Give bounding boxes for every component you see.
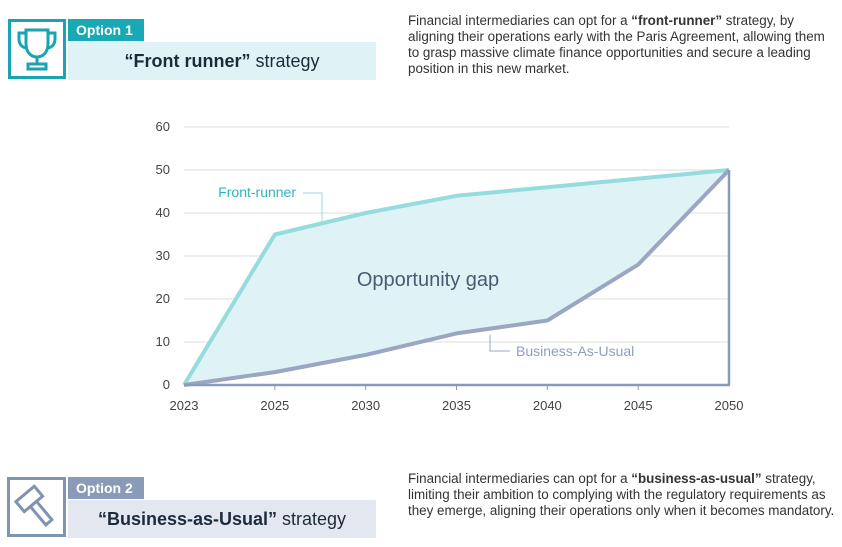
- x-tick-label: 2035: [442, 398, 471, 413]
- y-tick-label: 20: [156, 291, 170, 306]
- option1-description: Financial intermediaries can opt for a “…: [408, 13, 838, 77]
- option1-desc-post: strategy, by aligning their operations e…: [408, 13, 825, 76]
- x-tick-label: 2023: [170, 398, 199, 413]
- trophy-icon: [17, 28, 57, 71]
- x-tick-label: 2025: [260, 398, 289, 413]
- option2-title-bold: “Business-as-Usual”: [97, 509, 278, 529]
- front-runner-line: [182, 168, 730, 387]
- business-as-usual-label: Business-As-Usual: [516, 343, 634, 359]
- y-tick-label: 60: [156, 119, 170, 134]
- x-tick-label: 2050: [715, 398, 744, 413]
- option1-tag: Option 1: [68, 19, 144, 41]
- front-runner-leader: [303, 192, 323, 224]
- option1-banner: [68, 42, 376, 80]
- option2-description: Financial intermediaries can opt for a “…: [408, 471, 838, 519]
- chart-labels: Opportunity gap Front-runner Business-As-U…: [218, 184, 634, 359]
- y-tick-label: 40: [156, 205, 170, 220]
- option1-desc-pre: Financial intermediaries can opt for a: [408, 13, 632, 28]
- x-tick-label: 2040: [533, 398, 562, 413]
- x-tick-label: 2030: [351, 398, 380, 413]
- option2-desc-post: strategy, limiting their ambition to com…: [408, 471, 835, 518]
- option2-desc-pre: Financial intermediaries can opt for a: [408, 471, 632, 486]
- option1-icon-frame: [8, 19, 66, 79]
- business-as-usual-line: [183, 168, 731, 387]
- option2-title: “Business-as-Usual” strategy: [68, 500, 376, 538]
- option2-desc-bold: “business-as-usual”: [631, 471, 762, 486]
- gavel-icon: [13, 484, 55, 528]
- option2-title-rest: strategy: [277, 509, 347, 529]
- option1-desc-bold: “front-runner”: [631, 13, 723, 28]
- business-as-usual-leader: [489, 335, 510, 352]
- front-runner-label: Front-runner: [218, 184, 296, 200]
- x-tick-label: 2045: [624, 398, 653, 413]
- y-tick-label: 0: [163, 377, 170, 392]
- y-tick-label: 10: [156, 334, 170, 349]
- y-tick-label: 50: [156, 162, 170, 177]
- opportunity-gap-label: Opportunity gap: [357, 269, 499, 291]
- chart-lines: [182, 168, 731, 387]
- y-tick-label: 30: [156, 248, 170, 263]
- option1-title: “Front runner” strategy: [68, 42, 376, 80]
- option2-banner: [68, 500, 376, 538]
- option2-tag: Option 2: [68, 477, 144, 499]
- option1-title-bold: “Front runner”: [124, 51, 251, 71]
- option1-title-rest: strategy: [250, 51, 320, 71]
- option2-icon-frame: [7, 477, 66, 537]
